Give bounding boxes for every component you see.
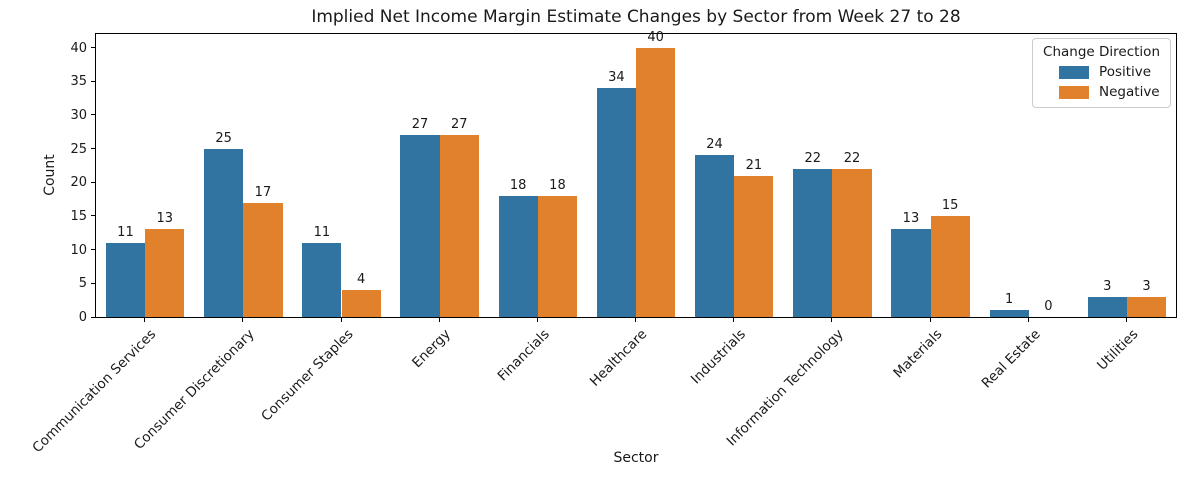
y-axis-label: Count bbox=[42, 154, 58, 196]
x-tick-label: Energy bbox=[409, 326, 455, 372]
x-tick-mark bbox=[1027, 318, 1029, 322]
x-tick-label: Industrials bbox=[687, 326, 749, 388]
bar-negative-consumer-discretionary bbox=[243, 202, 283, 317]
x-tick-label: Financials bbox=[494, 326, 553, 385]
bar-value-label: 18 bbox=[509, 177, 527, 193]
y-tick-label: 40 bbox=[70, 40, 87, 56]
bar-positive-consumer-discretionary bbox=[204, 148, 244, 317]
x-tick-label: Information Technology bbox=[723, 326, 848, 450]
bar-negative-energy bbox=[439, 135, 479, 317]
bar-value-label: 13 bbox=[156, 211, 174, 227]
y-tick-label: 10 bbox=[70, 242, 87, 258]
y-tick-label: 35 bbox=[70, 74, 87, 90]
bar-value-label: 1 bbox=[1005, 292, 1014, 308]
bar-negative-utilities bbox=[1126, 296, 1167, 317]
y-tick-mark bbox=[91, 249, 95, 251]
y-tick-mark bbox=[91, 215, 95, 217]
y-tick-label: 15 bbox=[70, 208, 87, 224]
bar-positive-consumer-staples bbox=[302, 242, 342, 317]
x-tick-mark bbox=[733, 318, 735, 322]
y-tick-label: 30 bbox=[70, 107, 87, 123]
bar-negative-financials bbox=[537, 195, 578, 317]
y-tick-label: 0 bbox=[78, 310, 87, 325]
x-tick-mark bbox=[536, 318, 538, 322]
bar-value-label: 0 bbox=[1044, 299, 1053, 314]
bar-value-label: 24 bbox=[706, 137, 723, 153]
x-tick-mark bbox=[438, 318, 440, 322]
legend: Change Direction Positive Negative bbox=[1032, 38, 1171, 108]
bar-value-label: 21 bbox=[745, 157, 763, 173]
bar-value-label: 25 bbox=[215, 130, 232, 146]
x-tick-label: Real Estate bbox=[978, 326, 1044, 392]
y-tick-label: 20 bbox=[70, 175, 87, 191]
x-tick-label: Utilities bbox=[1094, 326, 1142, 374]
x-tick-mark bbox=[635, 318, 636, 322]
y-tick-label: 5 bbox=[78, 276, 87, 292]
bar-positive-industrials bbox=[694, 155, 735, 317]
y-tick-mark bbox=[91, 80, 95, 82]
bar-value-label: 22 bbox=[804, 150, 822, 166]
legend-swatch-positive bbox=[1059, 65, 1090, 79]
bar-negative-industrials bbox=[734, 175, 774, 317]
bar-positive-energy bbox=[400, 135, 440, 317]
bar-value-label: 4 bbox=[357, 272, 366, 287]
x-tick-mark bbox=[1125, 318, 1127, 322]
y-tick-mark bbox=[91, 47, 95, 48]
x-tick-mark bbox=[929, 318, 931, 322]
y-tick-mark bbox=[91, 282, 95, 284]
y-tick-mark bbox=[91, 114, 95, 116]
legend-item-positive: Positive bbox=[1043, 64, 1160, 80]
bar-value-label: 17 bbox=[254, 184, 272, 200]
bar-negative-healthcare bbox=[636, 47, 676, 317]
bar-positive-utilities bbox=[1087, 296, 1127, 317]
bar-value-label: 11 bbox=[117, 224, 134, 240]
legend-label: Negative bbox=[1099, 84, 1160, 100]
bar-value-label: 3 bbox=[1103, 278, 1112, 294]
bar-value-label: 27 bbox=[450, 117, 468, 133]
bar-value-label: 34 bbox=[608, 69, 625, 85]
bar-positive-communication-services bbox=[105, 242, 146, 317]
y-tick-mark bbox=[91, 181, 95, 183]
bar-value-label: 22 bbox=[843, 150, 861, 166]
legend-swatch-negative bbox=[1059, 85, 1090, 99]
bar-value-label: 13 bbox=[902, 211, 920, 227]
x-tick-label: Healthcare bbox=[587, 326, 651, 390]
legend-label: Positive bbox=[1099, 64, 1152, 80]
x-tick-mark bbox=[144, 318, 146, 322]
bar-value-label: 3 bbox=[1142, 278, 1151, 294]
bar-negative-materials bbox=[930, 215, 970, 317]
bar-positive-healthcare bbox=[596, 87, 636, 317]
legend-item-negative: Negative bbox=[1043, 84, 1160, 100]
bar-value-label: 18 bbox=[549, 177, 566, 193]
bar-positive-information-technology bbox=[793, 168, 833, 317]
x-tick-label: Materials bbox=[890, 326, 946, 382]
bar-value-label: 11 bbox=[313, 224, 331, 240]
bar-positive-materials bbox=[891, 229, 931, 317]
legend-items: Positive Negative bbox=[1043, 64, 1160, 100]
x-axis-label: Sector bbox=[613, 450, 659, 466]
bar-value-label: 15 bbox=[941, 197, 959, 213]
chart-title: Implied Net Income Margin Estimate Chang… bbox=[311, 7, 961, 27]
legend-title: Change Direction bbox=[1043, 44, 1160, 60]
plot-area: Change Direction Positive Negative 11 13 25… bbox=[95, 29, 1177, 318]
bar-value-label: 40 bbox=[647, 29, 664, 45]
x-tick-mark bbox=[340, 318, 342, 322]
x-tick-mark bbox=[831, 318, 833, 322]
x-tick-label: Consumer Staples bbox=[257, 326, 357, 425]
bar-positive-financials bbox=[498, 195, 538, 317]
bar-positive-real-estate bbox=[989, 310, 1029, 317]
bar-negative-communication-services bbox=[145, 229, 185, 317]
x-tick-mark bbox=[242, 318, 244, 322]
y-tick-mark bbox=[91, 316, 95, 318]
bar-negative-consumer-staples bbox=[341, 290, 381, 317]
y-tick-label: 25 bbox=[70, 141, 87, 157]
y-tick-mark bbox=[91, 148, 95, 149]
bar-negative-information-technology bbox=[832, 168, 872, 317]
bar-value-label: 27 bbox=[411, 117, 429, 133]
